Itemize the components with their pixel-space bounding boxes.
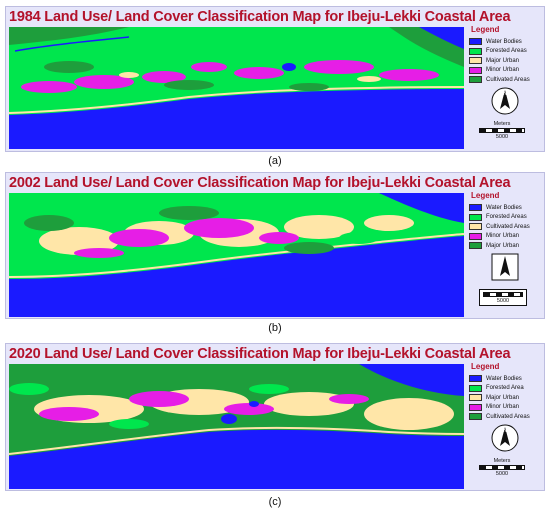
map-legend: Legend Water Bodies Forested Area Major … xyxy=(469,362,542,422)
legend-label: Major Urban xyxy=(486,57,520,64)
north-arrow-icon: N xyxy=(491,424,519,452)
legend-swatch xyxy=(469,213,482,221)
map-title: 2002 Land Use/ Land Cover Classification… xyxy=(9,175,511,191)
caption-b: (b) xyxy=(268,322,282,334)
legend-label: Cultivated Areas xyxy=(486,223,530,230)
legend-label: Major Urban xyxy=(486,394,520,401)
scale-unit: Meters xyxy=(493,458,511,464)
legend-item-forested-area: Forested Area xyxy=(469,384,542,393)
legend-label: Minor Urban xyxy=(486,404,520,410)
scale-bar-graphic xyxy=(479,128,525,133)
map-panel-2002: 2002 Land Use/ Land Cover Classification… xyxy=(5,172,545,319)
caption-c: (c) xyxy=(268,496,282,508)
legend-label: Water Bodies xyxy=(486,38,522,45)
map-image-2002 xyxy=(9,193,464,317)
legend-swatch xyxy=(469,223,482,230)
legend-item-forested-areas: Forested Areas xyxy=(469,213,542,222)
legend-item-water-bodies: Water Bodies xyxy=(469,374,542,383)
map-panel-1984: 1984 Land Use/ Land Cover Classification… xyxy=(5,6,545,152)
legend-swatch xyxy=(469,66,482,74)
legend-swatch xyxy=(469,204,482,211)
legend-label: Cultivated Areas xyxy=(486,413,530,420)
legend-title: Legend xyxy=(471,25,500,34)
map-legend: Legend Water Bodies Forested Areas Culti… xyxy=(469,191,542,251)
legend-swatch xyxy=(469,413,482,420)
map-image-2020 xyxy=(9,364,464,489)
legend-item-major-urban: Major Urban xyxy=(469,56,542,65)
legend-swatch xyxy=(469,384,482,392)
legend-swatch xyxy=(469,375,482,382)
legend-swatch xyxy=(469,242,482,249)
scale-bar-graphic xyxy=(483,292,523,297)
legend-title: Legend xyxy=(471,362,500,371)
scale-bar: Meters 5000 xyxy=(479,458,525,477)
land-cover-map xyxy=(9,364,464,489)
legend-swatch xyxy=(469,403,482,411)
legend-item-major-urban: Major Urban xyxy=(469,393,542,402)
legend-label: Major Urban xyxy=(486,242,520,249)
legend-item-water-bodies: Water Bodies xyxy=(469,37,542,46)
legend-title: Legend xyxy=(471,191,500,200)
scale-bar: 5000 xyxy=(479,289,527,306)
scale-value: 5000 xyxy=(495,134,509,140)
caption-a: (a) xyxy=(268,155,282,167)
legend-item-cultivated-areas: Cultivated Areas xyxy=(469,75,542,84)
land-cover-map xyxy=(9,193,464,317)
map-image-1984 xyxy=(9,27,464,149)
scale-value: 5000 xyxy=(495,471,509,477)
legend-swatch xyxy=(469,38,482,45)
scale-value: 5000 xyxy=(496,298,510,304)
map-legend: Legend Water Bodies Forested Areas Major… xyxy=(469,25,542,85)
map-panel-2020: 2020 Land Use/ Land Cover Classification… xyxy=(5,343,545,491)
legend-label: Forested Areas xyxy=(486,48,527,54)
land-cover-map xyxy=(9,27,464,149)
north-arrow-icon xyxy=(491,253,519,281)
scale-bar: Meters 5000 xyxy=(479,121,525,140)
legend-label: Minor Urban xyxy=(486,67,520,73)
legend-item-forested-areas: Forested Areas xyxy=(469,47,542,56)
legend-swatch xyxy=(469,232,482,240)
scale-bar-graphic xyxy=(479,465,525,470)
legend-item-minor-urban: Minor Urban xyxy=(469,66,542,75)
scale-unit: Meters xyxy=(493,121,511,127)
legend-item-minor-urban: Minor Urban xyxy=(469,232,542,241)
legend-item-cultivated-areas: Cultivated Areas xyxy=(469,412,542,421)
legend-label: Minor Urban xyxy=(486,233,520,239)
legend-item-major-urban: Major Urban xyxy=(469,241,542,250)
map-title: 2020 Land Use/ Land Cover Classification… xyxy=(9,346,511,362)
legend-swatch xyxy=(469,76,482,83)
legend-swatch xyxy=(469,57,482,64)
legend-swatch xyxy=(469,47,482,55)
legend-swatch xyxy=(469,394,482,401)
svg-text:N: N xyxy=(503,91,507,97)
map-title: 1984 Land Use/ Land Cover Classification… xyxy=(9,9,511,25)
legend-label: Water Bodies xyxy=(486,204,522,211)
legend-label: Cultivated Areas xyxy=(486,76,530,83)
svg-text:N: N xyxy=(503,428,507,434)
legend-item-cultivated-areas: Cultivated Areas xyxy=(469,222,542,231)
legend-label: Forested Area xyxy=(486,385,524,391)
legend-label: Water Bodies xyxy=(486,375,522,382)
north-arrow-icon: N xyxy=(491,87,519,115)
legend-item-water-bodies: Water Bodies xyxy=(469,203,542,212)
legend-item-minor-urban: Minor Urban xyxy=(469,403,542,412)
legend-label: Forested Areas xyxy=(486,214,527,220)
